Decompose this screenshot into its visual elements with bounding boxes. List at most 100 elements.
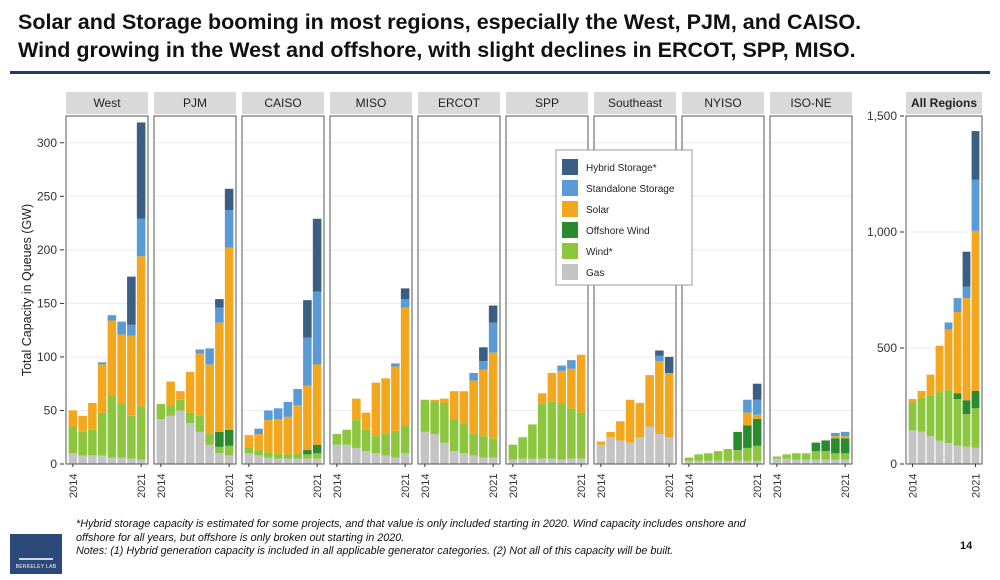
bar-segment-pjm-wind: [224, 445, 234, 456]
x-tick-label: 2021: [312, 474, 324, 498]
bar-segment-iso-ne-gas: [801, 459, 811, 464]
bar-segment-southeast-solar: [635, 402, 645, 438]
bar-segment-nyiso-gas: [752, 460, 762, 464]
bar-segment-ercot-gas: [469, 455, 478, 464]
bar-segment-iso-ne-wind: [801, 453, 811, 460]
bar-segment-pjm-standalone-storage: [195, 349, 205, 354]
bar-segment-pjm-wind: [156, 404, 166, 420]
bar-segment-caiso-solar: [244, 435, 254, 448]
bar-segment-all-regions-wind: [953, 399, 962, 446]
facet-strip-ercot: [418, 92, 500, 114]
panel-frame-ercot: [417, 115, 501, 465]
bar-segment-all-regions-wind: [917, 397, 926, 432]
x-tick-label: 2021: [752, 474, 764, 498]
bar-segment-southeast-solar: [645, 375, 654, 427]
bar-segment-all-regions-gas: [935, 440, 944, 464]
bar-segment-nyiso-wind: [713, 451, 723, 461]
bar-segment-all-regions-wind: [935, 392, 944, 441]
bar-segment-iso-ne-offshore-wind: [840, 438, 850, 454]
bar-segment-spp-gas: [508, 459, 518, 464]
x-tick-label: 2021: [840, 474, 852, 498]
bar-segment-spp-solar: [567, 368, 576, 409]
bar-segment-caiso-wind: [264, 452, 273, 458]
bar-segment-all-regions-solar: [953, 312, 962, 394]
bar-segment-ercot-standalone-storage: [488, 322, 498, 353]
bar-segment-ercot-standalone-storage: [479, 361, 488, 370]
bar-segment-miso-gas: [361, 451, 371, 464]
panel-frame-pjm: [153, 115, 237, 465]
bar-segment-iso-ne-wind: [792, 453, 801, 460]
bar-segment-nyiso-gas: [704, 460, 713, 464]
bar-segment-all-regions-gas: [971, 447, 980, 464]
bar-segment-southeast-gas: [664, 437, 674, 464]
bar-segment-spp-wind: [508, 444, 518, 460]
bar-segment-ercot-solar: [469, 380, 478, 435]
bar-segment-caiso-gas: [273, 458, 283, 464]
bar-segment-spp-wind: [567, 408, 576, 459]
bar-segment-west-wind: [68, 426, 78, 454]
bar-segment-iso-ne-offshore-wind: [821, 440, 830, 452]
bar-segment-spp-standalone-storage: [567, 360, 576, 369]
bar-segment-iso-ne-wind: [831, 453, 840, 460]
bar-segment-west-hybrid-storage: [136, 122, 146, 219]
bar-segment-all-regions-hybrid-storage: [971, 131, 980, 180]
legend-swatch-solar: [562, 201, 578, 217]
bar-segment-caiso-solar: [303, 385, 312, 451]
bar-segment-ercot-wind: [469, 434, 478, 456]
x-tick-label: 2014: [772, 474, 784, 498]
x-tick-label: 2021: [664, 474, 676, 498]
bar-segment-pjm-gas: [195, 431, 205, 464]
panel-frame-nyiso: [681, 115, 765, 465]
panel-frame-west: [65, 115, 149, 465]
bar-segment-west-solar: [107, 320, 117, 396]
panel-frame-southeast: [593, 115, 677, 465]
bar-segment-west-standalone-storage: [127, 324, 136, 336]
bar-segment-all-regions-gas: [953, 445, 962, 464]
bar-segment-caiso-solar: [264, 420, 273, 453]
bar-segment-pjm-solar: [166, 381, 175, 406]
facet-strip-all-regions: [906, 92, 982, 114]
bar-segment-caiso-gas: [283, 458, 293, 464]
bar-segment-miso-solar: [400, 307, 410, 426]
bar-segment-caiso-gas: [303, 458, 312, 464]
bar-segment-iso-ne-gas: [782, 458, 791, 464]
bar-segment-ercot-standalone-storage: [469, 372, 478, 381]
bar-segment-spp-gas: [537, 458, 547, 464]
bar-segment-miso-solar: [381, 378, 390, 435]
bar-segment-caiso-hybrid-storage: [312, 218, 322, 292]
bar-segment-ercot-solar: [479, 369, 488, 437]
bar-segment-spp-gas: [567, 458, 576, 464]
bar-segment-southeast-gas: [655, 434, 664, 464]
bar-segment-spp-solar: [557, 370, 566, 405]
bar-segment-west-gas: [68, 453, 78, 464]
facet-label-all-regions: All Regions: [911, 96, 977, 110]
bar-segment-pjm-wind: [205, 434, 214, 445]
bar-segment-iso-ne-solar: [840, 436, 850, 439]
bar-segment-pjm-solar: [185, 371, 195, 413]
y-tick-label: 50: [44, 403, 58, 417]
bar-segment-west-gas: [127, 458, 136, 464]
bar-segment-ercot-gas: [488, 457, 498, 464]
bar-segment-caiso-wind: [254, 450, 263, 456]
bar-segment-pjm-solar: [176, 391, 185, 400]
bar-segment-spp-standalone-storage: [557, 365, 566, 371]
bar-segment-west-wind: [107, 395, 117, 458]
bar-segment-all-regions-gas: [962, 446, 971, 464]
footnote-line-2: offshore for all years, but offshore is …: [76, 531, 405, 544]
bar-segment-pjm-gas: [156, 419, 166, 464]
bar-segment-all-regions-wind: [908, 402, 917, 431]
bar-segment-iso-ne-gas: [792, 459, 801, 464]
bar-segment-pjm-standalone-storage: [224, 210, 234, 248]
bar-segment-southeast-gas: [635, 437, 645, 464]
x-tick-label: 2014: [244, 474, 256, 498]
bar-segment-west-gas: [136, 459, 146, 464]
bar-segment-miso-standalone-storage: [400, 299, 410, 308]
facet-label-pjm: PJM: [183, 96, 207, 110]
x-tick-label: 2014: [420, 474, 432, 498]
legend-label-solar: Solar: [586, 205, 610, 216]
bar-segment-spp-wind: [576, 412, 586, 459]
facet-strip-pjm: [154, 92, 236, 114]
bar-segment-spp-gas: [518, 458, 527, 464]
bar-segment-all-regions-solar: [971, 230, 980, 391]
bar-segment-caiso-gas: [312, 458, 322, 464]
